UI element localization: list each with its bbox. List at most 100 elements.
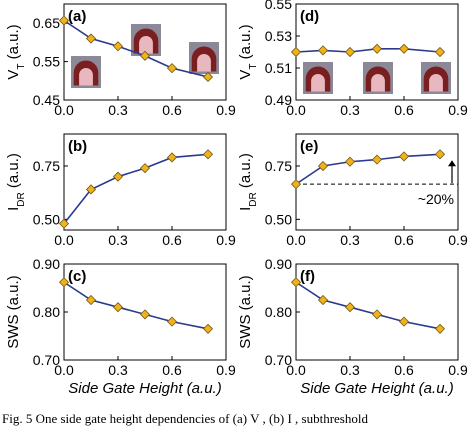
- data-point-marker: [112, 302, 124, 313]
- series-line: [295, 153, 441, 185]
- chart-panel-d: 0.49 0.51 0.53 0.55 0.0 0.3 0.6 0.9 VT (a.u.) (d): [237, 0, 468, 118]
- gate-icon-low: [303, 62, 333, 94]
- data-point-marker: [166, 316, 178, 327]
- chart-panel-e: 0.50 0.75 0.0 0.3 0.6 0.9 IDR (a.u.) (e) ~20%: [237, 133, 468, 248]
- y-axis-label-unit: (a.u.): [5, 153, 22, 192]
- y-axis-label-main: V: [5, 70, 22, 80]
- data-point-marker: [202, 71, 214, 83]
- data-point-marker: [166, 152, 178, 163]
- data-point-marker: [139, 50, 151, 61]
- y-tick-label: 0.80: [33, 304, 60, 320]
- data-point-marker: [371, 154, 383, 165]
- x-tick-label: 0.6: [394, 362, 414, 378]
- y-axis-label: VT (a.u.): [5, 24, 27, 79]
- series-line: [63, 19, 209, 78]
- x-tick-label: 0.0: [286, 102, 306, 118]
- data-point-marker: [434, 323, 446, 334]
- y-axis-label-unit: (a.u.): [237, 24, 254, 63]
- data-point-marker: [398, 316, 410, 327]
- y-axis-label-unit: (a.u.): [5, 24, 22, 63]
- data-point-marker: [290, 46, 302, 58]
- x-tick-label: 0.9: [216, 102, 236, 118]
- y-axis-label-subscript: T: [248, 64, 259, 70]
- x-tick-label: 0.9: [216, 232, 236, 248]
- x-tick-label: 0.9: [216, 362, 236, 378]
- data-point-marker: [290, 277, 302, 288]
- gate-icon-high: [189, 42, 219, 74]
- data-point-marker: [112, 41, 124, 52]
- y-tick-label: 0.80: [265, 304, 292, 320]
- y-axis-label: VT (a.u.): [237, 24, 259, 79]
- data-point-marker: [290, 179, 302, 190]
- data-point-marker: [398, 43, 410, 54]
- gate-icon-mid: [363, 62, 393, 94]
- data-point-marker: [58, 15, 70, 26]
- data-point-marker: [58, 277, 70, 288]
- y-axis-label: IDR (a.u.): [5, 153, 27, 211]
- x-tick-label: 0.6: [394, 102, 414, 118]
- x-tick-label: 0.3: [108, 362, 128, 378]
- y-axis-label-unit: (a.u.): [5, 275, 22, 314]
- data-point-marker: [85, 294, 97, 306]
- data-point-marker: [398, 151, 410, 162]
- panel-tag: (c): [68, 268, 86, 285]
- panel-tag: (e): [300, 138, 318, 155]
- x-tick-label: 0.3: [108, 232, 128, 248]
- data-point-marker: [344, 156, 356, 167]
- y-tick-label: 0.53: [265, 28, 292, 44]
- x-tick-label: 0.3: [340, 362, 360, 378]
- x-tick-label: 0.9: [448, 362, 468, 378]
- y-axis-label: SWS (a.u.): [237, 275, 254, 348]
- gate-icon-high: [421, 62, 451, 94]
- y-tick-label: 0.90: [265, 256, 292, 272]
- series-line: [63, 281, 209, 330]
- annotation-text: ~20%: [418, 191, 454, 207]
- gate-channel-shape: [371, 73, 385, 92]
- x-tick-label: 0.3: [108, 102, 128, 118]
- gate-channel-shape: [429, 73, 443, 92]
- y-tick-label: 0.51: [265, 60, 292, 76]
- data-point-marker: [166, 63, 178, 74]
- y-tick-label: 0.70: [265, 352, 292, 368]
- series-line: [295, 47, 441, 53]
- plot-frame: [63, 3, 227, 101]
- data-point-marker: [434, 149, 446, 160]
- data-point-marker: [344, 46, 356, 58]
- y-tick-label: 0.55: [33, 54, 60, 70]
- gate-icon-mid: [131, 24, 161, 56]
- y-tick-label: 0.50: [33, 211, 60, 227]
- gate-channel-shape: [139, 35, 153, 54]
- panel-tag: (a): [68, 8, 86, 25]
- plot-frame: [63, 133, 227, 231]
- annotation-arrow-head: [448, 160, 456, 167]
- panel-tag: (d): [300, 8, 319, 25]
- x-tick-label: 0.0: [54, 102, 74, 118]
- x-tick-label: 0.6: [162, 232, 182, 248]
- y-tick-label: 0.55: [265, 0, 292, 12]
- gate-channel-shape: [79, 67, 93, 86]
- x-tick-label: 0.3: [340, 102, 360, 118]
- y-tick-label: 0.49: [265, 92, 292, 108]
- data-point-marker: [139, 163, 151, 174]
- y-axis-label-main: SWS: [237, 315, 254, 349]
- plot-frame: [295, 133, 459, 231]
- y-tick-label: 0.75: [33, 158, 60, 174]
- data-point-marker: [85, 33, 97, 44]
- chart-panel-b: 0.50 0.75 0.0 0.3 0.6 0.9 IDR (a.u.) (b): [5, 133, 236, 248]
- x-tick-label: 0.6: [162, 102, 182, 118]
- gate-channel-shape: [311, 73, 325, 92]
- data-point-marker: [371, 43, 383, 54]
- y-axis-label-main: I: [5, 207, 22, 211]
- y-axis-label-subscript: T: [16, 64, 27, 70]
- y-tick-label: 0.75: [265, 158, 292, 174]
- data-point-marker: [434, 46, 446, 58]
- y-tick-label: 0.65: [33, 15, 60, 31]
- chart-panel-a: 0.45 0.55 0.65 0.0 0.3 0.6 0.9 VT (a.u.) (a): [5, 3, 236, 118]
- y-axis-label-unit: (a.u.): [237, 153, 254, 192]
- y-axis-label-main: SWS: [5, 315, 22, 349]
- data-point-marker: [58, 218, 70, 229]
- x-tick-label: 0.6: [394, 232, 414, 248]
- series-line: [295, 281, 441, 330]
- data-point-marker: [317, 45, 329, 56]
